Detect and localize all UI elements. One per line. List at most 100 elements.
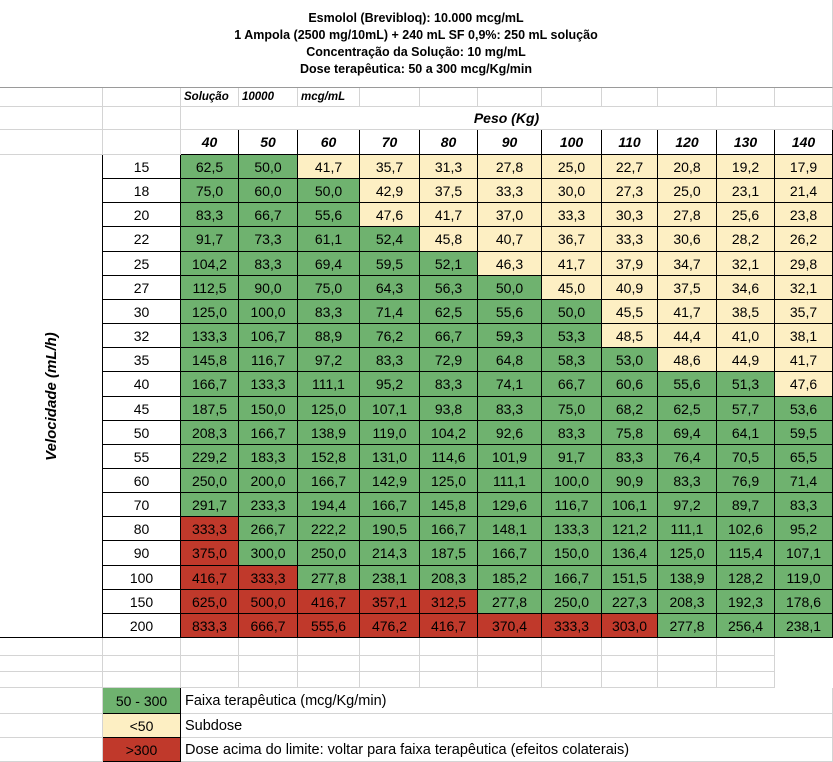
sheet-cell[interactable]: [103, 638, 181, 656]
weight-header-130[interactable]: 130: [717, 130, 775, 155]
sheet-cell[interactable]: [420, 656, 478, 672]
sheet-cell[interactable]: [360, 672, 420, 688]
dose-cell[interactable]: 57,7: [717, 397, 775, 421]
dose-cell[interactable]: 35,7: [360, 155, 420, 179]
sheet-cell[interactable]: [478, 672, 542, 688]
dose-cell[interactable]: 104,2: [181, 252, 239, 276]
sheet-cell[interactable]: [0, 107, 103, 130]
dose-cell[interactable]: 104,2: [420, 421, 478, 445]
dose-cell[interactable]: 33,3: [478, 179, 542, 203]
sheet-cell[interactable]: [103, 130, 181, 155]
dose-cell[interactable]: 102,6: [717, 517, 775, 541]
dose-cell[interactable]: 256,4: [717, 614, 775, 638]
dose-cell[interactable]: 27,8: [658, 203, 717, 227]
dose-cell[interactable]: 52,1: [420, 252, 478, 276]
dose-cell[interactable]: 62,5: [420, 300, 478, 324]
dose-cell[interactable]: 416,7: [298, 590, 360, 614]
dose-cell[interactable]: 500,0: [239, 590, 298, 614]
dose-cell[interactable]: 71,4: [775, 469, 833, 493]
dose-cell[interactable]: 83,3: [542, 421, 602, 445]
weight-header-100[interactable]: 100: [542, 130, 602, 155]
dose-cell[interactable]: 28,2: [717, 227, 775, 252]
solution-value[interactable]: 10000: [239, 88, 298, 107]
dose-cell[interactable]: 30,0: [542, 179, 602, 203]
dose-cell[interactable]: 416,7: [420, 614, 478, 638]
dose-cell[interactable]: 214,3: [360, 541, 420, 566]
dose-cell[interactable]: 55,6: [298, 203, 360, 227]
dose-cell[interactable]: 83,3: [658, 469, 717, 493]
dose-cell[interactable]: 25,6: [717, 203, 775, 227]
dose-cell[interactable]: 53,0: [602, 348, 658, 372]
dose-cell[interactable]: 76,9: [717, 469, 775, 493]
sheet-cell[interactable]: [298, 672, 360, 688]
sheet-cell[interactable]: [542, 88, 602, 107]
dose-cell[interactable]: 333,3: [542, 614, 602, 638]
sheet-cell[interactable]: [542, 672, 602, 688]
dose-cell[interactable]: 88,9: [298, 324, 360, 348]
dose-cell[interactable]: 114,6: [420, 445, 478, 469]
dose-cell[interactable]: 50,0: [478, 276, 542, 300]
sheet-cell[interactable]: [717, 638, 775, 656]
dose-cell[interactable]: 111,1: [658, 517, 717, 541]
dose-cell[interactable]: 51,3: [717, 372, 775, 397]
dose-cell[interactable]: 291,7: [181, 493, 239, 517]
dose-cell[interactable]: 59,3: [478, 324, 542, 348]
dose-cell[interactable]: 625,0: [181, 590, 239, 614]
weight-header-80[interactable]: 80: [420, 130, 478, 155]
dose-cell[interactable]: 45,8: [420, 227, 478, 252]
dose-cell[interactable]: 133,3: [181, 324, 239, 348]
dose-cell[interactable]: 357,1: [360, 590, 420, 614]
dose-cell[interactable]: 69,4: [298, 252, 360, 276]
dose-cell[interactable]: 106,7: [239, 324, 298, 348]
dose-cell[interactable]: 95,2: [360, 372, 420, 397]
dose-cell[interactable]: 303,0: [602, 614, 658, 638]
sheet-cell[interactable]: [360, 638, 420, 656]
peso-header[interactable]: Peso (Kg): [181, 107, 833, 130]
sheet-cell[interactable]: [0, 638, 103, 656]
weight-header-90[interactable]: 90: [478, 130, 542, 155]
dose-cell[interactable]: 111,1: [298, 372, 360, 397]
dose-cell[interactable]: 41,7: [298, 155, 360, 179]
dose-cell[interactable]: 125,0: [658, 541, 717, 566]
dose-cell[interactable]: 50,0: [298, 179, 360, 203]
dose-cell[interactable]: 300,0: [239, 541, 298, 566]
dose-cell[interactable]: 59,5: [360, 252, 420, 276]
sheet-cell[interactable]: [478, 656, 542, 672]
dose-cell[interactable]: 375,0: [181, 541, 239, 566]
dose-cell[interactable]: 17,9: [775, 155, 833, 179]
sheet-cell[interactable]: [420, 672, 478, 688]
dose-cell[interactable]: 89,7: [717, 493, 775, 517]
dose-cell[interactable]: 111,1: [478, 469, 542, 493]
dose-cell[interactable]: 60,0: [239, 179, 298, 203]
dose-cell[interactable]: 61,1: [298, 227, 360, 252]
dose-cell[interactable]: 277,8: [478, 590, 542, 614]
dose-cell[interactable]: 25,0: [542, 155, 602, 179]
dose-cell[interactable]: 52,4: [360, 227, 420, 252]
sheet-cell[interactable]: [103, 672, 181, 688]
weight-header-140[interactable]: 140: [775, 130, 833, 155]
dose-cell[interactable]: 72,9: [420, 348, 478, 372]
dose-cell[interactable]: 250,0: [542, 590, 602, 614]
dose-cell[interactable]: 37,5: [420, 179, 478, 203]
dose-cell[interactable]: 106,1: [602, 493, 658, 517]
dose-cell[interactable]: 76,2: [360, 324, 420, 348]
sheet-cell[interactable]: [602, 672, 658, 688]
sheet-cell[interactable]: [602, 656, 658, 672]
weight-header-120[interactable]: 120: [658, 130, 717, 155]
rate-cell-55[interactable]: 55: [103, 445, 181, 469]
dose-cell[interactable]: 37,9: [602, 252, 658, 276]
dose-cell[interactable]: 92,6: [478, 421, 542, 445]
dose-cell[interactable]: 187,5: [181, 397, 239, 421]
dose-cell[interactable]: 33,3: [602, 227, 658, 252]
legend-text-yellow[interactable]: Subdose: [181, 714, 833, 738]
sheet-cell[interactable]: [0, 88, 103, 107]
dose-cell[interactable]: 227,3: [602, 590, 658, 614]
sheet-cell[interactable]: [542, 638, 602, 656]
dose-cell[interactable]: 55,6: [658, 372, 717, 397]
dose-cell[interactable]: 46,3: [478, 252, 542, 276]
sheet-cell[interactable]: [239, 656, 298, 672]
dose-cell[interactable]: 22,7: [602, 155, 658, 179]
dose-cell[interactable]: 93,8: [420, 397, 478, 421]
legend-swatch-green[interactable]: 50 - 300: [103, 688, 181, 714]
dose-cell[interactable]: 59,5: [775, 421, 833, 445]
